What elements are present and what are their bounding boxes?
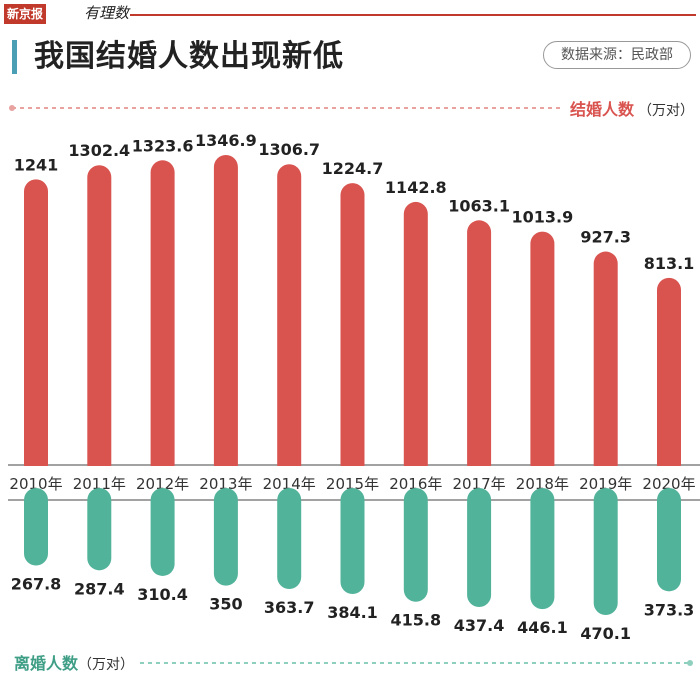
- divorce-value-label: 415.8: [390, 611, 441, 630]
- marriage-labels: 1241 1302.4 1323.6 1346.9 1306.71224.71142.8…: [14, 131, 695, 273]
- x-tick-label: 2020年: [642, 475, 695, 493]
- marriage-legend-dot: [9, 105, 15, 111]
- marriage-bar: [150, 160, 175, 477]
- marriage-value-label: 1241: [14, 155, 59, 174]
- divorce-legend-dot: [687, 660, 693, 666]
- x-tick-label: 2018年: [516, 475, 569, 493]
- marriage-value-label: 1346.9: [195, 131, 257, 150]
- marriage-bar: [340, 183, 365, 477]
- divorce-bar: [467, 488, 492, 608]
- divorce-bar: [530, 488, 555, 610]
- x-tick-label: 2012年: [136, 475, 189, 493]
- header-divider: [130, 14, 696, 16]
- divorce-bar: [277, 488, 302, 589]
- x-tick-label: 2016年: [389, 475, 442, 493]
- marriage-bars: [24, 154, 681, 478]
- header-bar: 新京报 有理数: [0, 0, 700, 30]
- marriage-bar: [24, 179, 48, 478]
- divorce-bar: [403, 488, 428, 602]
- divorce-bar: [87, 488, 112, 571]
- marriage-bar: [467, 220, 492, 477]
- marriage-bar: [657, 277, 681, 477]
- divorce-bar: [24, 488, 48, 566]
- divorce-value-label: 267.8: [11, 575, 62, 594]
- divorce-bar: [213, 488, 238, 586]
- marriage-value-label: 1142.8: [385, 178, 447, 197]
- divorce-value-label: 384.1: [327, 603, 378, 622]
- marriage-value-label: 927.3: [580, 228, 631, 247]
- marriage-bar: [213, 154, 238, 478]
- x-tick-label: 2011年: [73, 475, 126, 493]
- divorce-value-label: 363.7: [264, 598, 315, 617]
- marriage-bar: [403, 201, 428, 478]
- source-badge: 数据来源：民政部: [543, 41, 691, 69]
- divorce-value-label: 446.1: [517, 618, 568, 637]
- divorce-bar: [657, 488, 681, 592]
- marriage-legend-label: 结婚人数: [569, 100, 635, 119]
- marriage-value-label: 1323.6: [132, 136, 194, 155]
- marriage-value-label: 1224.7: [322, 159, 384, 178]
- x-tick-label: 2019年: [579, 475, 632, 493]
- divorce-value-label: 350: [209, 595, 242, 614]
- x-axis-ticks: 2010年 2011年 2012年 2013年 2014年 2015年 2016年 2017年…: [9, 475, 695, 493]
- divorce-bar: [150, 488, 175, 576]
- brand-sub-logo: 有理数: [84, 4, 130, 22]
- marriage-bar: [277, 164, 302, 477]
- divorce-value-label: 287.4: [74, 579, 125, 598]
- x-tick-label: 2010年: [9, 475, 62, 493]
- marriage-value-label: 1306.7: [258, 140, 320, 159]
- divorce-value-label: 373.3: [644, 600, 695, 619]
- marriage-bar: [530, 231, 555, 477]
- marriage-bar: [87, 165, 112, 478]
- marriage-bar: [593, 251, 618, 477]
- divorce-legend: 离婚人数 （万对）: [14, 654, 693, 673]
- divorce-bars: [24, 488, 681, 616]
- brand-logo: 新京报: [4, 4, 47, 24]
- divorce-bar: [340, 488, 365, 594]
- marriage-value-label: 1013.9: [512, 208, 574, 227]
- marriage-value-label: 813.1: [644, 254, 695, 273]
- divorce-value-label: 470.1: [580, 624, 631, 643]
- divorce-labels: 267.8 287.4 310.4 350 363.7 384.1 415.8 437.4 44…: [11, 575, 695, 644]
- x-tick-label: 2015年: [326, 475, 379, 493]
- marriage-value-label: 1302.4: [68, 141, 130, 160]
- marriage-legend: 结婚人数 （万对）: [9, 100, 694, 119]
- divorce-legend-label: 离婚人数: [14, 654, 79, 673]
- marriage-value-label: 1063.1: [448, 196, 510, 215]
- divorce-value-label: 310.4: [137, 585, 188, 604]
- divorce-legend-unit: （万对）: [78, 657, 134, 673]
- x-tick-label: 2014年: [263, 475, 316, 493]
- x-tick-label: 2013年: [199, 475, 252, 493]
- divorce-value-label: 437.4: [454, 616, 505, 635]
- x-tick-label: 2017年: [453, 475, 506, 493]
- marriage-legend-unit: （万对）: [638, 103, 694, 119]
- divorce-bar: [593, 488, 618, 616]
- title-accent-bar: [12, 40, 17, 74]
- page-title: 我国结婚人数出现新低: [34, 39, 344, 74]
